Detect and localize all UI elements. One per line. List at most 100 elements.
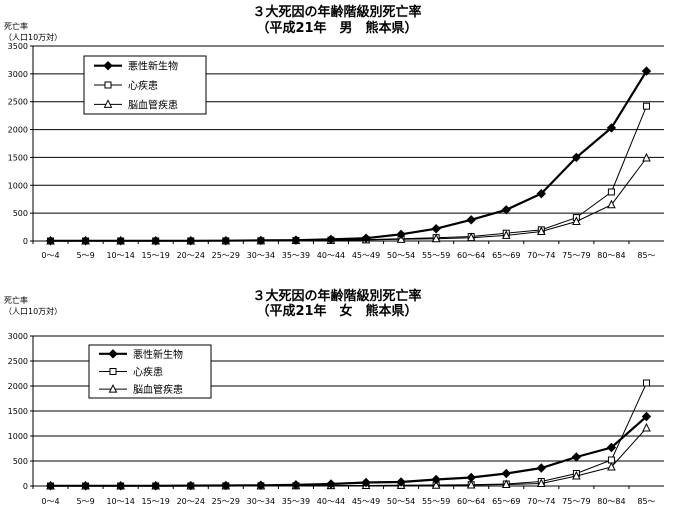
series-2-point-17 [642, 422, 651, 432]
x-tick-label-16: 80～84 [597, 497, 625, 506]
line-chart-male: 0 500 1000 1500 2000 2500 3000 3500 0～4 5～9 10～14 1… [8, 42, 664, 260]
x-tick-label-3: 15～19 [142, 251, 170, 260]
legend-label-2: 脳血管疾患 [133, 383, 183, 396]
series-0-point-9 [361, 233, 371, 243]
x-tick-label-14: 70～74 [527, 497, 555, 506]
legend-label-1: 心疾患 [128, 79, 158, 92]
series-2-point-12 [466, 232, 476, 242]
x-tick-label-10: 50～54 [387, 251, 415, 260]
series-0-point-8 [326, 234, 336, 245]
chart-title: ３大死因の年齢階級別死亡率 [252, 5, 422, 20]
y-tick-label-1500: 1500 [8, 153, 28, 162]
series-0-point-13 [501, 205, 511, 215]
series-0-point-11 [431, 474, 441, 485]
series-0-point-9 [361, 477, 371, 488]
legend-marker-2 [108, 384, 118, 393]
y-axis-label: 死亡率 [4, 22, 28, 31]
series-0-point-3 [150, 481, 161, 491]
series-0-point-4 [186, 480, 196, 491]
x-tick-label-11: 55～59 [422, 497, 450, 506]
x-tick-label-7: 35～39 [282, 497, 310, 506]
x-tick-label-2: 10～14 [106, 251, 134, 260]
x-tick-label-13: 65～69 [492, 251, 520, 260]
x-tick-label-14: 70～74 [527, 251, 555, 260]
legend-marker-1 [104, 81, 112, 89]
x-tick-label-16: 80～84 [597, 251, 625, 260]
series-2-point-14 [536, 226, 546, 236]
y-axis-unit: （人口10万対） [4, 307, 63, 316]
x-tick-label-0: 0～4 [41, 251, 59, 260]
x-tick-label-4: 20～24 [177, 497, 205, 506]
series-2-point-12 [466, 479, 476, 489]
series-0-point-17 [641, 411, 652, 422]
series-0-point-1 [80, 481, 91, 491]
y-tick-label-500: 500 [13, 457, 28, 466]
y-tick-label-0: 0 [23, 237, 28, 246]
x-tick-label-12: 60～64 [457, 251, 485, 260]
y-tick-label-2500: 2500 [8, 357, 28, 366]
x-tick-label-0: 0～4 [41, 497, 59, 506]
series-0-point-8 [326, 479, 336, 489]
x-tick-label-11: 55～59 [422, 251, 450, 260]
series-1-point-16 [607, 188, 615, 196]
y-axis-label: 死亡率 [4, 296, 28, 305]
chart-subtitle: （平成21年 男 熊本県） [256, 21, 418, 36]
legend-label-2: 脳血管疾患 [128, 98, 178, 111]
series-2-point-15 [572, 470, 581, 480]
series-0-point-13 [501, 468, 511, 479]
series-0-point-7 [291, 235, 301, 245]
series-0-point-16 [606, 442, 617, 453]
series-0-point-14 [536, 188, 547, 199]
series-0-point-10 [396, 229, 406, 240]
x-tick-label-12: 60～64 [457, 497, 485, 506]
series-0-point-4 [186, 236, 196, 246]
series-0-point-16 [606, 123, 617, 133]
legend-label-0: 悪性新生物 [133, 348, 183, 361]
series-line-0 [50, 70, 648, 242]
series-0-point-15 [571, 452, 582, 462]
series-2-point-11 [431, 233, 441, 243]
x-tick-label-4: 20～24 [177, 251, 205, 260]
series-0-point-5 [221, 480, 231, 491]
legend-marker-2 [103, 99, 113, 108]
series-1-point-17 [642, 102, 650, 110]
series-2-point-13 [501, 479, 511, 488]
chart-panel-male: ３大死因の年齢階級別死亡率 （平成21年 男 熊本県） 死亡率 （人口10万対）… [0, 0, 674, 260]
legend-marker-0 [108, 349, 118, 359]
line-chart-female: 0 500 1000 1500 2000 2500 3000 0～4 5～9 10～14 15～19… [8, 332, 664, 506]
series-0-point-6 [256, 235, 266, 246]
x-tick-label-13: 65～69 [492, 497, 520, 506]
series-0-point-11 [431, 224, 441, 234]
legend-label-0: 悪性新生物 [128, 60, 178, 73]
series-2-point-14 [536, 478, 546, 487]
series-0-point-15 [571, 152, 582, 163]
x-tick-label-15: 75～79 [562, 497, 590, 506]
legend-label-1: 心疾患 [133, 366, 163, 379]
series-0-point-1 [80, 236, 91, 246]
x-tick-label-9: 45～49 [352, 497, 380, 506]
x-tick-label-10: 50～54 [387, 497, 415, 506]
y-tick-label-2000: 2000 [8, 382, 28, 391]
x-tick-label-5: 25～29 [212, 497, 240, 506]
series-0-point-7 [291, 480, 301, 490]
x-tick-label-5: 25～29 [212, 251, 240, 260]
series-0-point-2 [115, 481, 126, 491]
x-tick-label-1: 5～9 [76, 497, 94, 506]
series-0-point-0 [45, 481, 56, 491]
x-tick-label-7: 35～39 [282, 251, 310, 260]
series-2-point-17 [642, 152, 651, 162]
x-tick-label-17: 85～ [637, 497, 655, 506]
chart-subtitle: （平成21年 女 熊本県） [256, 304, 418, 319]
series-1-point-17 [642, 379, 650, 387]
x-tick-label-6: 30～34 [247, 251, 275, 260]
x-tick-label-3: 15～19 [142, 497, 170, 506]
series-0-point-6 [256, 480, 266, 490]
series-0-point-10 [396, 477, 406, 487]
x-tick-label-6: 30～34 [247, 497, 275, 506]
y-axis-unit: （人口10万対） [4, 33, 63, 42]
series-0-point-0 [45, 236, 56, 246]
y-tick-label-500: 500 [13, 209, 28, 218]
x-tick-label-17: 85～ [637, 251, 655, 260]
x-tick-label-2: 10～14 [106, 497, 134, 506]
series-0-point-12 [466, 472, 476, 483]
